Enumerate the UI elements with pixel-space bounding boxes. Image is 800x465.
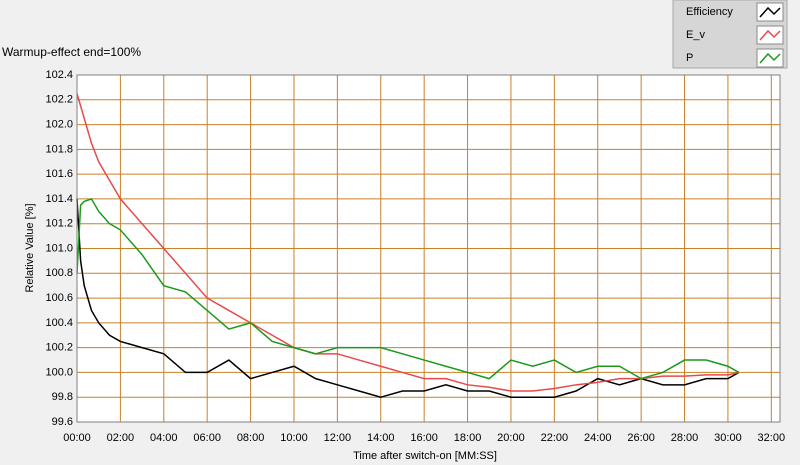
y-tick-label: 99.8	[52, 391, 73, 403]
y-tick-label: 100.6	[45, 292, 73, 304]
y-tick-label: 99.6	[52, 416, 73, 428]
y-tick-label: 101.8	[45, 143, 73, 155]
x-tick-label: 08:00	[237, 432, 265, 444]
x-tick-label: 10:00	[280, 432, 308, 444]
y-tick-label: 100.2	[45, 342, 73, 354]
y-tick-label: 101.2	[45, 218, 73, 230]
y-tick-label: 100.0	[45, 366, 73, 378]
x-tick-label: 00:00	[63, 432, 91, 444]
y-tick-label: 102.2	[45, 94, 73, 106]
y-tick-label: 101.0	[45, 242, 73, 254]
data-line	[76, 93, 739, 392]
data-line	[76, 198, 740, 398]
x-tick-label: 28:00	[671, 432, 699, 444]
x-tick-label: 04:00	[150, 432, 178, 444]
legend-swatch	[759, 29, 781, 41]
x-tick-label: 02:00	[107, 432, 135, 444]
y-tick-label: 102.4	[45, 69, 73, 81]
x-tick-label: 14:00	[367, 432, 395, 444]
x-tick-label: 26:00	[627, 432, 655, 444]
legend-swatch-box	[756, 25, 784, 45]
y-tick-label: 101.4	[45, 193, 73, 205]
legend-label: Efficiency	[686, 6, 733, 18]
x-tick-label: 30:00	[714, 432, 742, 444]
x-tick-label: 22:00	[541, 432, 569, 444]
plot-frame	[76, 74, 781, 423]
x-tick-label: 18:00	[454, 432, 482, 444]
data-line	[76, 198, 740, 380]
y-axis-label: Relative Value [%]	[24, 203, 36, 292]
annotation: Warmup-effect end=100%	[2, 45, 141, 59]
x-tick-label: 24:00	[584, 432, 612, 444]
x-tick-label: 16:00	[410, 432, 438, 444]
x-tick-label: 20:00	[497, 432, 525, 444]
legend-swatch	[759, 6, 781, 18]
x-tick-label: 32:00	[758, 432, 786, 444]
y-tick-label: 100.8	[45, 267, 73, 279]
x-tick-label: 12:00	[324, 432, 352, 444]
legend-label: P	[686, 52, 693, 64]
x-tick-label: 06:00	[193, 432, 221, 444]
legend-label: E_v	[686, 29, 705, 41]
y-tick-label: 101.6	[45, 168, 73, 180]
legend-swatch-box	[756, 2, 784, 22]
y-tick-label: 102.0	[45, 118, 73, 130]
legend-swatch-box	[756, 48, 784, 68]
y-tick-label: 100.4	[45, 317, 73, 329]
x-axis-label: Time after switch-on [MM:SS]	[353, 450, 497, 462]
legend-swatch	[759, 52, 781, 64]
